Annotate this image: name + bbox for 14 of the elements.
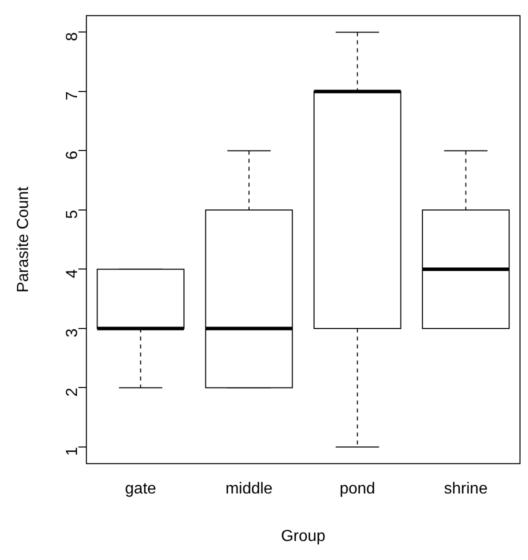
y-tick-label: 1 bbox=[64, 446, 81, 456]
y-tick-label: 6 bbox=[64, 150, 81, 160]
y-tick-label: 7 bbox=[64, 91, 81, 100]
y-axis-title: Parasite Count bbox=[15, 186, 32, 293]
x-tick-label: middle bbox=[225, 480, 273, 498]
x-tick-label: shrine bbox=[444, 480, 488, 498]
y-tick-label: 2 bbox=[64, 388, 81, 397]
x-axis-title: Group bbox=[280, 528, 326, 545]
x-tick-label: pond bbox=[340, 480, 376, 498]
x-tick-label: gate bbox=[125, 480, 156, 498]
y-tick-label: 3 bbox=[64, 328, 81, 338]
y-tick-label: 5 bbox=[64, 210, 81, 219]
y-tick-label: 8 bbox=[64, 32, 81, 42]
y-tick-label: 4 bbox=[64, 269, 81, 278]
